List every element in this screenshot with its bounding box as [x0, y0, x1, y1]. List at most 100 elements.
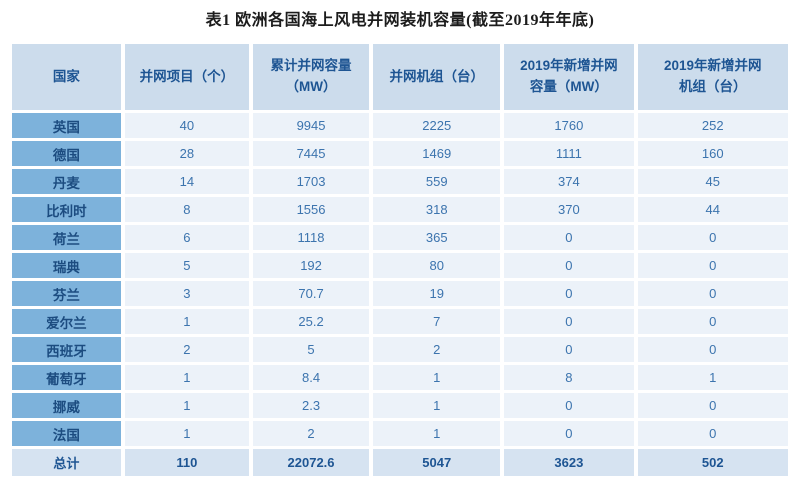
value-cell: 9945: [252, 113, 370, 138]
header-country: 国家: [12, 44, 121, 110]
value-cell: 2: [252, 421, 370, 446]
country-cell: 西班牙: [12, 337, 121, 362]
value-cell: 5: [124, 253, 249, 278]
value-cell: 25.2: [252, 309, 370, 334]
value-cell: 1: [124, 365, 249, 390]
value-cell: 5047: [373, 449, 501, 476]
value-cell: 0: [504, 225, 634, 250]
value-cell: 1469: [373, 141, 501, 166]
value-cell: 160: [637, 141, 788, 166]
value-cell: 3623: [504, 449, 634, 476]
value-cell: 1703: [252, 169, 370, 194]
offshore-wind-capacity-table: 国家 并网项目（个） 累计并网容量 （MW） 并网机组（台） 2019年新增并网…: [8, 41, 792, 479]
value-cell: 110: [124, 449, 249, 476]
value-cell: 1: [124, 393, 249, 418]
value-cell: 0: [637, 421, 788, 446]
value-cell: 0: [504, 421, 634, 446]
value-cell: 8: [124, 197, 249, 222]
table-row: 荷兰 6 1118 365 0 0: [12, 225, 788, 250]
table-row: 瑞典 5 192 80 0 0: [12, 253, 788, 278]
table-body: 英国 40 9945 2225 1760 252 德国 28 7445 1469 1111 160 丹麦…: [12, 113, 788, 476]
value-cell: 0: [504, 281, 634, 306]
header-cumulative-capacity: 累计并网容量 （MW）: [252, 44, 370, 110]
value-cell: 2: [373, 337, 501, 362]
value-cell: 1118: [252, 225, 370, 250]
table-row: 爱尔兰 1 25.2 7 0 0: [12, 309, 788, 334]
country-cell: 挪威: [12, 393, 121, 418]
table-row: 挪威 1 2.3 1 0 0: [12, 393, 788, 418]
country-cell: 德国: [12, 141, 121, 166]
value-cell: 2.3: [252, 393, 370, 418]
value-cell: 1: [373, 393, 501, 418]
value-cell: 0: [504, 253, 634, 278]
country-cell: 丹麦: [12, 169, 121, 194]
value-cell: 192: [252, 253, 370, 278]
country-cell: 瑞典: [12, 253, 121, 278]
country-cell: 荷兰: [12, 225, 121, 250]
value-cell: 318: [373, 197, 501, 222]
table-row: 英国 40 9945 2225 1760 252: [12, 113, 788, 138]
value-cell: 370: [504, 197, 634, 222]
value-cell: 1: [124, 309, 249, 334]
value-cell: 0: [637, 309, 788, 334]
value-cell: 6: [124, 225, 249, 250]
table-row: 法国 1 2 1 0 0: [12, 421, 788, 446]
value-cell: 0: [637, 281, 788, 306]
value-cell: 2: [124, 337, 249, 362]
value-cell: 1: [124, 421, 249, 446]
value-cell: 3: [124, 281, 249, 306]
country-cell: 葡萄牙: [12, 365, 121, 390]
country-cell: 法国: [12, 421, 121, 446]
value-cell: 28: [124, 141, 249, 166]
value-cell: 22072.6: [252, 449, 370, 476]
value-cell: 0: [504, 393, 634, 418]
value-cell: 502: [637, 449, 788, 476]
value-cell: 45: [637, 169, 788, 194]
value-cell: 252: [637, 113, 788, 138]
value-cell: 1111: [504, 141, 634, 166]
value-cell: 0: [504, 309, 634, 334]
value-cell: 8.4: [252, 365, 370, 390]
header-new-turbines-2019: 2019年新增并网 机组（台）: [637, 44, 788, 110]
value-cell: 0: [637, 253, 788, 278]
value-cell: 559: [373, 169, 501, 194]
value-cell: 1556: [252, 197, 370, 222]
value-cell: 1: [637, 365, 788, 390]
header-new-capacity-2019: 2019年新增并网 容量（MW）: [504, 44, 634, 110]
value-cell: 1: [373, 421, 501, 446]
value-cell: 374: [504, 169, 634, 194]
table-row: 比利时 8 1556 318 370 44: [12, 197, 788, 222]
value-cell: 0: [637, 225, 788, 250]
value-cell: 1: [373, 365, 501, 390]
header-projects: 并网项目（个）: [124, 44, 249, 110]
value-cell: 44: [637, 197, 788, 222]
country-cell: 爱尔兰: [12, 309, 121, 334]
table-title: 表1 欧洲各国海上风电并网装机容量(截至2019年年底): [205, 12, 595, 29]
country-cell: 英国: [12, 113, 121, 138]
table-header: 国家 并网项目（个） 累计并网容量 （MW） 并网机组（台） 2019年新增并网…: [12, 44, 788, 110]
country-cell: 比利时: [12, 197, 121, 222]
table-row: 丹麦 14 1703 559 374 45: [12, 169, 788, 194]
header-turbines: 并网机组（台）: [373, 44, 501, 110]
value-cell: 0: [637, 393, 788, 418]
value-cell: 5: [252, 337, 370, 362]
value-cell: 7445: [252, 141, 370, 166]
value-cell: 0: [637, 337, 788, 362]
value-cell: 80: [373, 253, 501, 278]
value-cell: 40: [124, 113, 249, 138]
value-cell: 8: [504, 365, 634, 390]
value-cell: 1760: [504, 113, 634, 138]
value-cell: 70.7: [252, 281, 370, 306]
value-cell: 19: [373, 281, 501, 306]
table-row: 西班牙 2 5 2 0 0: [12, 337, 788, 362]
value-cell: 14: [124, 169, 249, 194]
table-row: 芬兰 3 70.7 19 0 0: [12, 281, 788, 306]
country-cell: 芬兰: [12, 281, 121, 306]
value-cell: 365: [373, 225, 501, 250]
total-row: 总计 110 22072.6 5047 3623 502: [12, 449, 788, 476]
header-row: 国家 并网项目（个） 累计并网容量 （MW） 并网机组（台） 2019年新增并网…: [12, 44, 788, 110]
total-label-cell: 总计: [12, 449, 121, 476]
value-cell: 2225: [373, 113, 501, 138]
value-cell: 7: [373, 309, 501, 334]
